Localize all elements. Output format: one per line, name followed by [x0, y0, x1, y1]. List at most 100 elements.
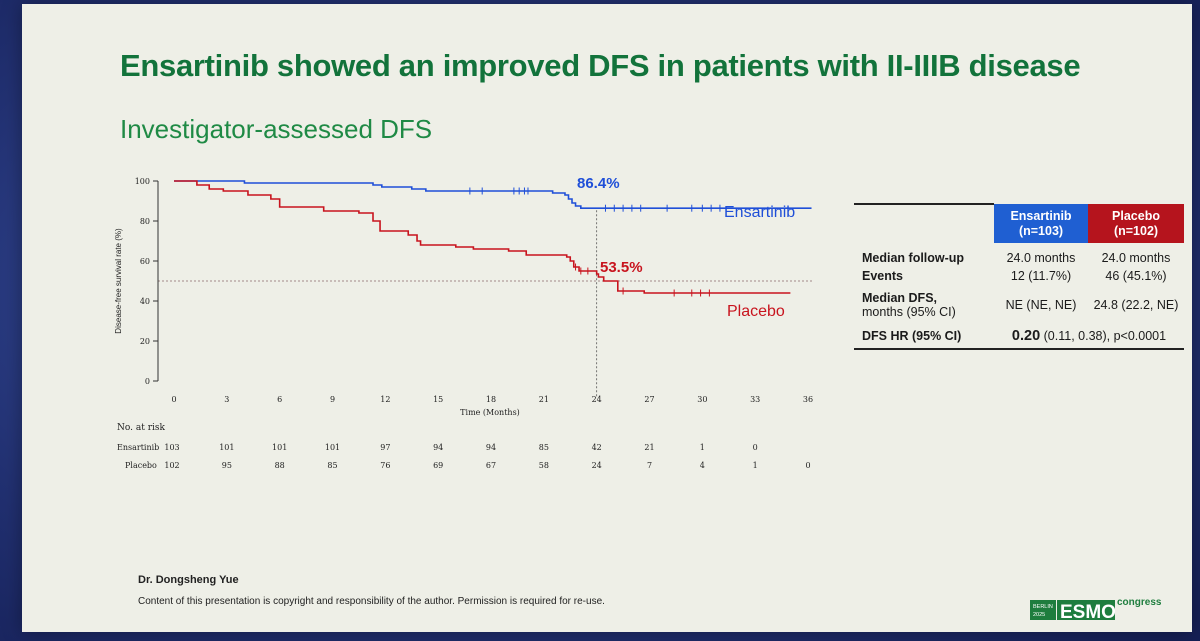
- risk-count-ensartinib-24: 42: [592, 443, 602, 452]
- summary-row-events: Events 12 (11.7%) 46 (45.1%): [854, 265, 1184, 286]
- esmo-logo-badge: [1030, 600, 1056, 620]
- y-tick-label-40: 40: [140, 297, 150, 306]
- risk-count-placebo-3: 95: [222, 461, 232, 470]
- y-axis-label: Disease-free survival rate (%): [114, 228, 123, 334]
- reference-lines: [158, 210, 814, 397]
- summary-header-blank: [854, 203, 994, 243]
- x-tick-label-24: 24: [592, 395, 602, 404]
- risk-count-placebo-6: 88: [275, 461, 285, 470]
- ensartinib-legend-label: Ensartinib: [724, 204, 795, 221]
- median-dfs-sublabel: months (95% CI): [862, 305, 956, 319]
- dfs-summary-table: Ensartinib (n=103) Placebo (n=102) Media…: [854, 203, 1184, 350]
- x-tick-label-27: 27: [644, 395, 654, 404]
- risk-count-placebo-15: 69: [433, 461, 443, 470]
- y-tick-label-100: 100: [135, 177, 150, 186]
- followup-ensartinib: 24.0 months: [1006, 251, 1076, 265]
- x-tick-label-30: 30: [697, 395, 707, 404]
- summary-header-placebo-name: Placebo: [1112, 208, 1160, 223]
- chart-axes: Disease-free survival rate (%) Time (Mon…: [114, 177, 813, 417]
- placebo-landmark-label: 53.5%: [600, 259, 643, 276]
- hr-detail: (0.11, 0.38), p<0.0001: [1043, 329, 1167, 343]
- risk-count-ensartinib-6: 101: [272, 443, 287, 452]
- x-tick-label-6: 6: [277, 395, 282, 404]
- y-tick-label-60: 60: [140, 257, 150, 266]
- y-tick-label-0: 0: [145, 377, 150, 386]
- esmo-congress-logo: BERLIN 2025 ESMO congress: [1030, 597, 1162, 621]
- risk-row-label-placebo: Placebo: [125, 461, 157, 470]
- summary-row-hr: DFS HR (95% CI) 0.20 (0.11, 0.38), p<0.0…: [854, 324, 1184, 350]
- esmo-logo-city: BERLIN: [1033, 604, 1053, 610]
- risk-table: No. at risk Ensartinib Placebo 103 101 101…: [117, 423, 811, 470]
- risk-count-ensartinib-27: 21: [644, 443, 654, 452]
- y-tick-label-20: 20: [140, 337, 150, 346]
- risk-count-placebo-12: 76: [380, 461, 390, 470]
- summary-header-ensartinib: Ensartinib (n=103): [994, 204, 1088, 243]
- risk-count-ensartinib-12: 97: [380, 443, 390, 452]
- risk-count-placebo-18: 67: [486, 461, 496, 470]
- slide-subtitle: Investigator-assessed DFS: [120, 114, 433, 144]
- median-dfs-placebo: 24.8 (22.2, NE): [1093, 298, 1179, 312]
- x-tick-label-18: 18: [486, 395, 496, 404]
- x-tick-label-3: 3: [224, 395, 229, 404]
- events-label: Events: [862, 268, 903, 283]
- median-dfs-ensartinib: NE (NE, NE): [1005, 298, 1077, 312]
- risk-count-ensartinib-0: 103: [164, 443, 179, 452]
- placebo-legend-label: Placebo: [727, 303, 785, 320]
- x-tick-label-12: 12: [380, 395, 390, 404]
- risk-count-placebo-30: 4: [700, 461, 705, 470]
- summary-header-ensartinib-n: (n=103): [1018, 223, 1064, 238]
- slide: Ensartinib showed an improved DFS in pat…: [22, 4, 1192, 632]
- risk-count-ensartinib-15: 94: [433, 443, 443, 452]
- risk-count-placebo-36: 0: [805, 461, 810, 470]
- x-tick-label-21: 21: [539, 395, 549, 404]
- risk-count-ensartinib-21: 85: [539, 443, 549, 452]
- hr-value: 0.20: [1011, 328, 1041, 344]
- x-tick-label-15: 15: [433, 395, 443, 404]
- x-tick-label-9: 9: [330, 395, 335, 404]
- risk-count-placebo-27: 7: [647, 461, 652, 470]
- x-tick-label-0: 0: [171, 395, 176, 404]
- esmo-logo-year: 2025: [1033, 612, 1045, 618]
- events-ensartinib: 12 (11.7%): [1010, 268, 1072, 283]
- summary-row-followup: Median follow-up 24.0 months 24.0 months: [854, 243, 1184, 265]
- median-dfs-label: Median DFS,: [862, 291, 938, 305]
- placebo-survival-curve: [174, 180, 791, 294]
- summary-header-placebo: Placebo (n=102): [1088, 204, 1184, 243]
- summary-header-placebo-n: (n=102): [1113, 223, 1159, 238]
- km-chart: Disease-free survival rate (%) Time (Mon…: [114, 175, 814, 470]
- ensartinib-survival-curve: [174, 180, 812, 209]
- risk-count-placebo-24: 24: [592, 461, 602, 470]
- esmo-logo-suffix: congress: [1117, 597, 1162, 608]
- slide-title: Ensartinib showed an improved DFS in pat…: [120, 48, 1081, 83]
- copyright-notice: Content of this presentation is copyrigh…: [138, 596, 605, 607]
- events-placebo: 46 (45.1%): [1105, 268, 1167, 283]
- hr-label: DFS HR (95% CI): [854, 324, 994, 350]
- risk-count-placebo-9: 85: [327, 461, 337, 470]
- risk-count-ensartinib-30: 1: [700, 443, 705, 452]
- risk-count-ensartinib-3: 101: [219, 443, 234, 452]
- risk-count-ensartinib-9: 101: [325, 443, 340, 452]
- summary-header-ensartinib-name: Ensartinib: [1010, 208, 1072, 223]
- risk-count-placebo-33: 1: [753, 461, 758, 470]
- x-axis-label: Time (Months): [460, 408, 520, 417]
- esmo-logo-block: [1057, 600, 1115, 620]
- risk-count-ensartinib-33: 0: [753, 443, 758, 452]
- y-tick-label-80: 80: [140, 217, 150, 226]
- ensartinib-landmark-label: 86.4%: [577, 175, 620, 192]
- followup-label: Median follow-up: [862, 251, 965, 265]
- presenter-name: Dr. Dongsheng Yue: [138, 574, 239, 586]
- risk-table-title: No. at risk: [117, 423, 165, 433]
- x-tick-label-33: 33: [750, 395, 760, 404]
- risk-row-label-ensartinib: Ensartinib: [117, 443, 159, 452]
- esmo-logo-brand: ESMO: [1060, 602, 1116, 621]
- hr-value-cell: 0.20 (0.11, 0.38), p<0.0001: [994, 324, 1184, 350]
- risk-count-ensartinib-18: 94: [486, 443, 496, 452]
- curve-labels: 86.4% 53.5% Ensartinib Placebo: [577, 175, 795, 320]
- followup-placebo: 24.0 months: [1101, 251, 1171, 265]
- summary-row-median-dfs: Median DFS, months (95% CI) NE (NE, NE) …: [854, 286, 1184, 324]
- risk-count-placebo-0: 102: [164, 461, 179, 470]
- risk-count-placebo-21: 58: [539, 461, 549, 470]
- survival-curves: [174, 180, 812, 297]
- median-dfs-label-cell: Median DFS, months (95% CI): [854, 286, 994, 324]
- x-tick-label-36: 36: [803, 395, 813, 404]
